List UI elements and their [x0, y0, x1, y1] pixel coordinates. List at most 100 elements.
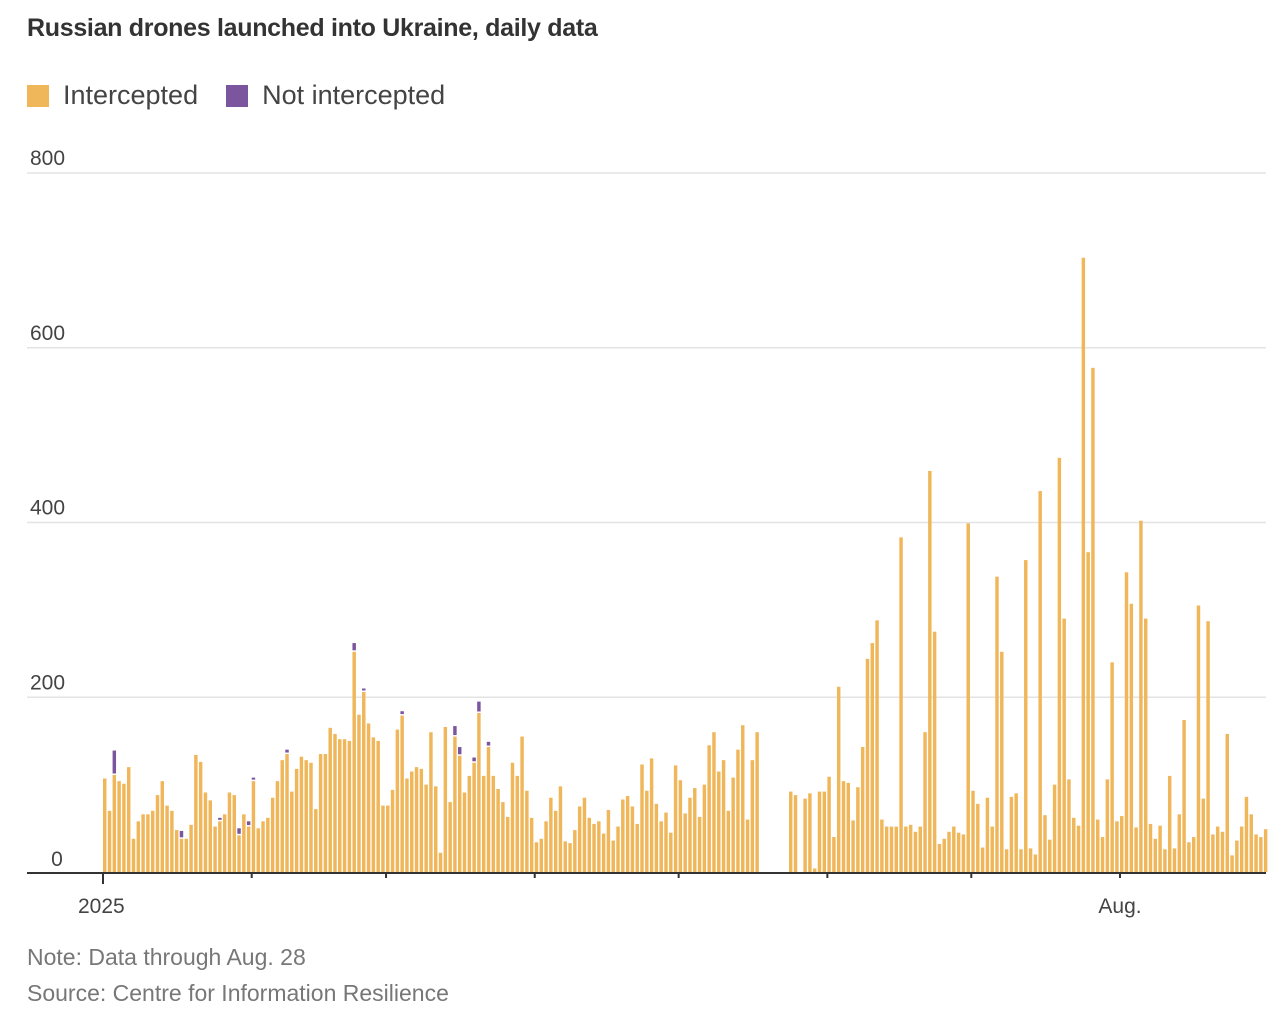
bar-intercepted — [1129, 603, 1134, 872]
bar-intercepted — [846, 782, 851, 872]
bar-intercepted — [1187, 842, 1191, 872]
bar-intercepted — [1167, 775, 1172, 872]
bar-intercepted — [932, 631, 937, 872]
bar-intercepted — [889, 826, 894, 872]
bar-intercepted — [1249, 814, 1253, 872]
bar-intercepted — [328, 727, 332, 872]
bar-intercepted — [894, 826, 898, 872]
bar-intercepted — [635, 823, 639, 872]
bar-intercepted — [640, 764, 644, 872]
bar-intercepted — [170, 810, 174, 872]
bar-intercepted — [822, 791, 827, 872]
bar-intercepted — [1153, 838, 1158, 872]
bar-intercepted — [942, 838, 946, 872]
footer-source: Source: Centre for Information Resilienc… — [27, 980, 449, 1006]
bar-intercepted — [1067, 779, 1071, 872]
bar-intercepted — [323, 754, 328, 872]
bar-intercepted — [314, 809, 318, 872]
bar-intercepted — [717, 771, 721, 872]
bar-intercepted — [1259, 837, 1263, 872]
bar-intercepted — [429, 732, 433, 872]
bar-intercepted — [275, 781, 280, 872]
bar-intercepted — [414, 767, 419, 872]
bar-intercepted — [755, 732, 759, 872]
bar-intercepted — [198, 761, 203, 872]
bar-not-intercepted — [486, 741, 491, 746]
bar-intercepted — [712, 732, 716, 872]
bar-intercepted — [812, 868, 817, 872]
bar-intercepted — [678, 780, 683, 872]
bar-intercepted — [184, 838, 189, 872]
bar-intercepted — [673, 765, 678, 872]
bar-intercepted — [486, 747, 491, 872]
bar-intercepted — [745, 819, 750, 872]
bar-intercepted — [1076, 825, 1081, 872]
bar-intercepted — [290, 791, 294, 872]
bar-intercepted — [649, 758, 654, 872]
bar-intercepted — [366, 723, 371, 872]
bar-intercepted — [462, 792, 467, 872]
bar-intercepted — [390, 789, 395, 872]
bar-intercepted — [395, 729, 400, 872]
bar-intercepted — [280, 760, 284, 872]
bar-not-intercepted — [400, 711, 404, 715]
bar-intercepted — [371, 737, 376, 872]
bar-intercepted — [1254, 834, 1258, 872]
bar-intercepted — [155, 795, 160, 872]
bar-intercepted — [625, 795, 630, 872]
bar-intercepted — [937, 844, 942, 872]
bar-intercepted — [208, 800, 212, 872]
bar-intercepted — [693, 788, 697, 872]
bar-intercepted — [376, 740, 380, 872]
bar-intercepted — [333, 733, 337, 872]
bar-not-intercepted — [179, 830, 184, 838]
bar-intercepted — [270, 797, 275, 872]
bar-intercepted — [664, 812, 668, 872]
bar-intercepted — [1024, 560, 1028, 872]
bar-intercepted — [856, 787, 860, 872]
footer-note: Note: Data through Aug. 28 — [27, 944, 306, 970]
bar-intercepted — [189, 824, 193, 872]
bar-intercepted — [443, 726, 448, 872]
bar-intercepted — [549, 797, 553, 872]
bar-intercepted — [645, 790, 649, 872]
bar-intercepted — [1215, 826, 1220, 872]
legend-item-not-intercepted: Not intercepted — [226, 80, 445, 111]
bar-intercepted — [1211, 834, 1215, 872]
bar-intercepted — [501, 802, 505, 872]
legend-swatch-not-intercepted — [226, 84, 249, 107]
bar-intercepted — [131, 838, 136, 872]
bar-not-intercepted — [285, 749, 289, 753]
bar-intercepted — [222, 814, 227, 872]
y-tick-label-800: 800 — [30, 147, 65, 170]
bar-intercepted — [913, 831, 918, 872]
bar-intercepted — [702, 784, 707, 872]
bar-intercepted — [1172, 848, 1177, 872]
bar-intercepted — [1120, 816, 1124, 872]
bar-intercepted — [246, 826, 251, 872]
bar-intercepted — [582, 797, 587, 872]
bar-intercepted — [112, 775, 117, 872]
bar-intercepted — [424, 784, 428, 872]
bar-intercepted — [386, 805, 390, 872]
bar-not-intercepted — [453, 726, 457, 736]
bar-intercepted — [1148, 823, 1153, 872]
bar-intercepted — [515, 775, 520, 872]
bar-intercepted — [520, 736, 524, 872]
bar-not-intercepted — [472, 757, 476, 762]
bar-intercepted — [126, 767, 131, 872]
bar-intercepted — [457, 755, 462, 872]
bar-intercepted — [1220, 831, 1225, 872]
bar-intercepted — [558, 786, 563, 872]
bar-intercepted — [213, 826, 217, 872]
bar-intercepted — [529, 817, 534, 872]
bar-intercepted — [1028, 848, 1033, 872]
bar-intercepted — [587, 817, 591, 872]
bar-intercepted — [860, 747, 865, 872]
legend: Intercepted Not intercepted — [27, 80, 473, 111]
y-tick-label-400: 400 — [30, 497, 65, 520]
bar-intercepted — [285, 754, 289, 872]
bar-intercepted — [966, 523, 970, 872]
bar-intercepted — [261, 821, 265, 872]
